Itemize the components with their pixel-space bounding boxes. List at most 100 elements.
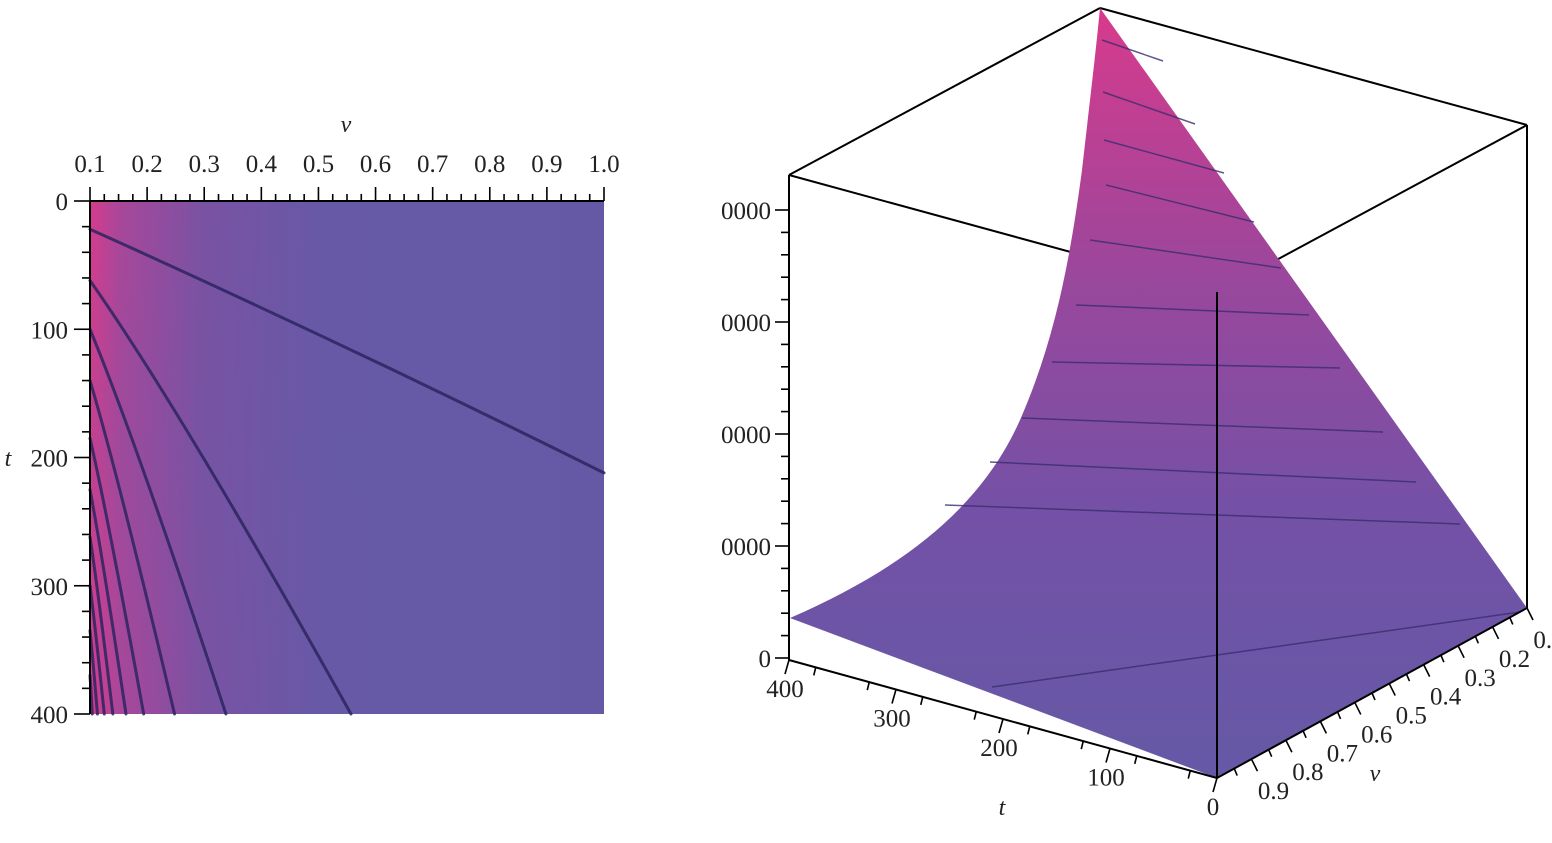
nu-tick-label: 0.9 [1258,778,1289,805]
nu-minor-tick [1267,749,1273,757]
t-tick [784,659,790,675]
t-minor-tick [812,667,817,676]
t-minor-tick [1026,726,1031,735]
t-tick-label: 0 [1207,794,1220,821]
nu-tick-label: 0.4 [1430,684,1462,711]
contour-line [88,535,115,716]
t-minor-tick [919,696,924,706]
nu-axis-title: ν [1370,761,1381,787]
surface-mesh-line [1101,39,1164,62]
nu-minor-tick [1405,673,1411,682]
surface-mesh-line [1075,304,1310,316]
t-minor-tick [1187,770,1192,779]
y-tick-label: 100 [31,317,69,344]
x-axis-title: ν [341,112,352,138]
x-tick-label: 0.3 [189,151,220,178]
surface-mesh-line [1102,91,1196,125]
nu-minor-tick [1302,730,1307,739]
surface [790,8,1527,778]
nu-tick [1491,626,1500,640]
contour-line [88,488,128,716]
nu-minor-tick [1371,692,1376,701]
x-tick-label: 1.0 [588,151,619,178]
nu-tick-label: 0.1 [1533,627,1552,654]
contour-plot: 0.1 0.2 0.3 0.4 0.5 0.6 0.7 0.8 0.9 1.0 0 100 200 30… [5,112,620,729]
z-tick-label: 0000 [721,310,771,337]
contour-line [88,436,146,716]
nu-tick [1285,739,1293,753]
x-tick-label: 0.8 [474,151,505,178]
nu-tick-label: 0.8 [1292,759,1323,786]
contour-fill-shade [90,201,604,714]
nu-tick [1526,607,1534,621]
surface-mesh-line [1021,417,1384,433]
t-tick [998,718,1004,734]
surface-mesh-line [991,611,1521,688]
contour-line [88,327,228,716]
box-edge-back [788,7,1101,176]
nu-tick-label: 0.3 [1464,665,1495,692]
nu-tick-label: 0.5 [1396,703,1427,730]
x-axis-ticks: 0.1 0.2 0.3 0.4 0.5 0.6 0.7 0.8 0.9 1.0 [74,151,620,201]
z-tick-label: 0000 [721,198,771,225]
t-tick [1105,748,1111,763]
t-tick-label: 200 [980,735,1018,762]
nu-tick-label: 0.6 [1361,721,1392,748]
x-tick-label: 0.2 [131,151,162,178]
y-tick-label: 300 [31,574,69,601]
nu-minor-tick [1474,636,1480,644]
box-edge-back [1099,7,1528,126]
nu-minor-tick [1440,654,1445,663]
nu-tick [1250,758,1259,772]
surface-mesh-line [1051,361,1341,369]
nu-tick [1354,702,1362,715]
t-minor-tick [973,711,978,720]
x-tick-label: 0.5 [303,151,334,178]
nu-minor-tick [1233,768,1238,776]
y-tick-label: 200 [31,446,69,473]
nu-minor-tick [1509,617,1514,625]
y-axis-title: t [5,446,13,472]
surface-mesh-lines [944,39,1521,688]
t-minor-tick [1133,755,1138,765]
contour-line [88,227,606,475]
t-minor-tick [866,681,871,691]
x-tick-label: 0.4 [246,151,278,178]
surface-mesh-line [1105,184,1255,223]
surface-mesh-line [944,504,1461,525]
x-tick-label: 0.9 [531,151,562,178]
z-tick-label: 0 [759,646,772,673]
z-tick-label: 0000 [721,422,771,449]
x-tick-label: 0.1 [74,151,105,178]
nu-minor-tick [1336,711,1342,720]
nu-tick-label: 0.7 [1327,740,1358,767]
t-tick-label: 400 [766,676,804,703]
t-tick-label: 300 [873,706,911,733]
t-tick-label: 100 [1087,765,1125,792]
surface-mesh-line [989,461,1417,483]
surface-mesh-line [1103,139,1225,174]
y-tick-label: 400 [31,702,69,729]
nu-tick [1422,664,1431,678]
x-tick-label: 0.7 [417,151,448,178]
nu-axis-ticks: 0.10.20.30.40.50.60.70.80.9 [1233,607,1552,805]
contour-line [88,584,106,716]
y-axis-ticks: 0 100 200 300 400 [31,189,90,729]
t-axis-title: t [999,795,1007,821]
t-axis-ticks: 0 100 200 300 400 [766,659,1220,821]
nu-tick [1319,720,1328,734]
surface-mesh-line [1089,239,1282,269]
contour-line [88,279,353,716]
nu-tick [1388,683,1396,696]
t-tick [891,689,897,704]
nu-tick [1457,645,1465,659]
t-tick [1212,777,1218,793]
y-tick-label: 0 [56,189,69,216]
x-tick-label: 0.6 [360,151,391,178]
nu-tick-label: 0.2 [1499,646,1530,673]
t-minor-tick [1080,740,1085,750]
contour-line [88,379,177,716]
